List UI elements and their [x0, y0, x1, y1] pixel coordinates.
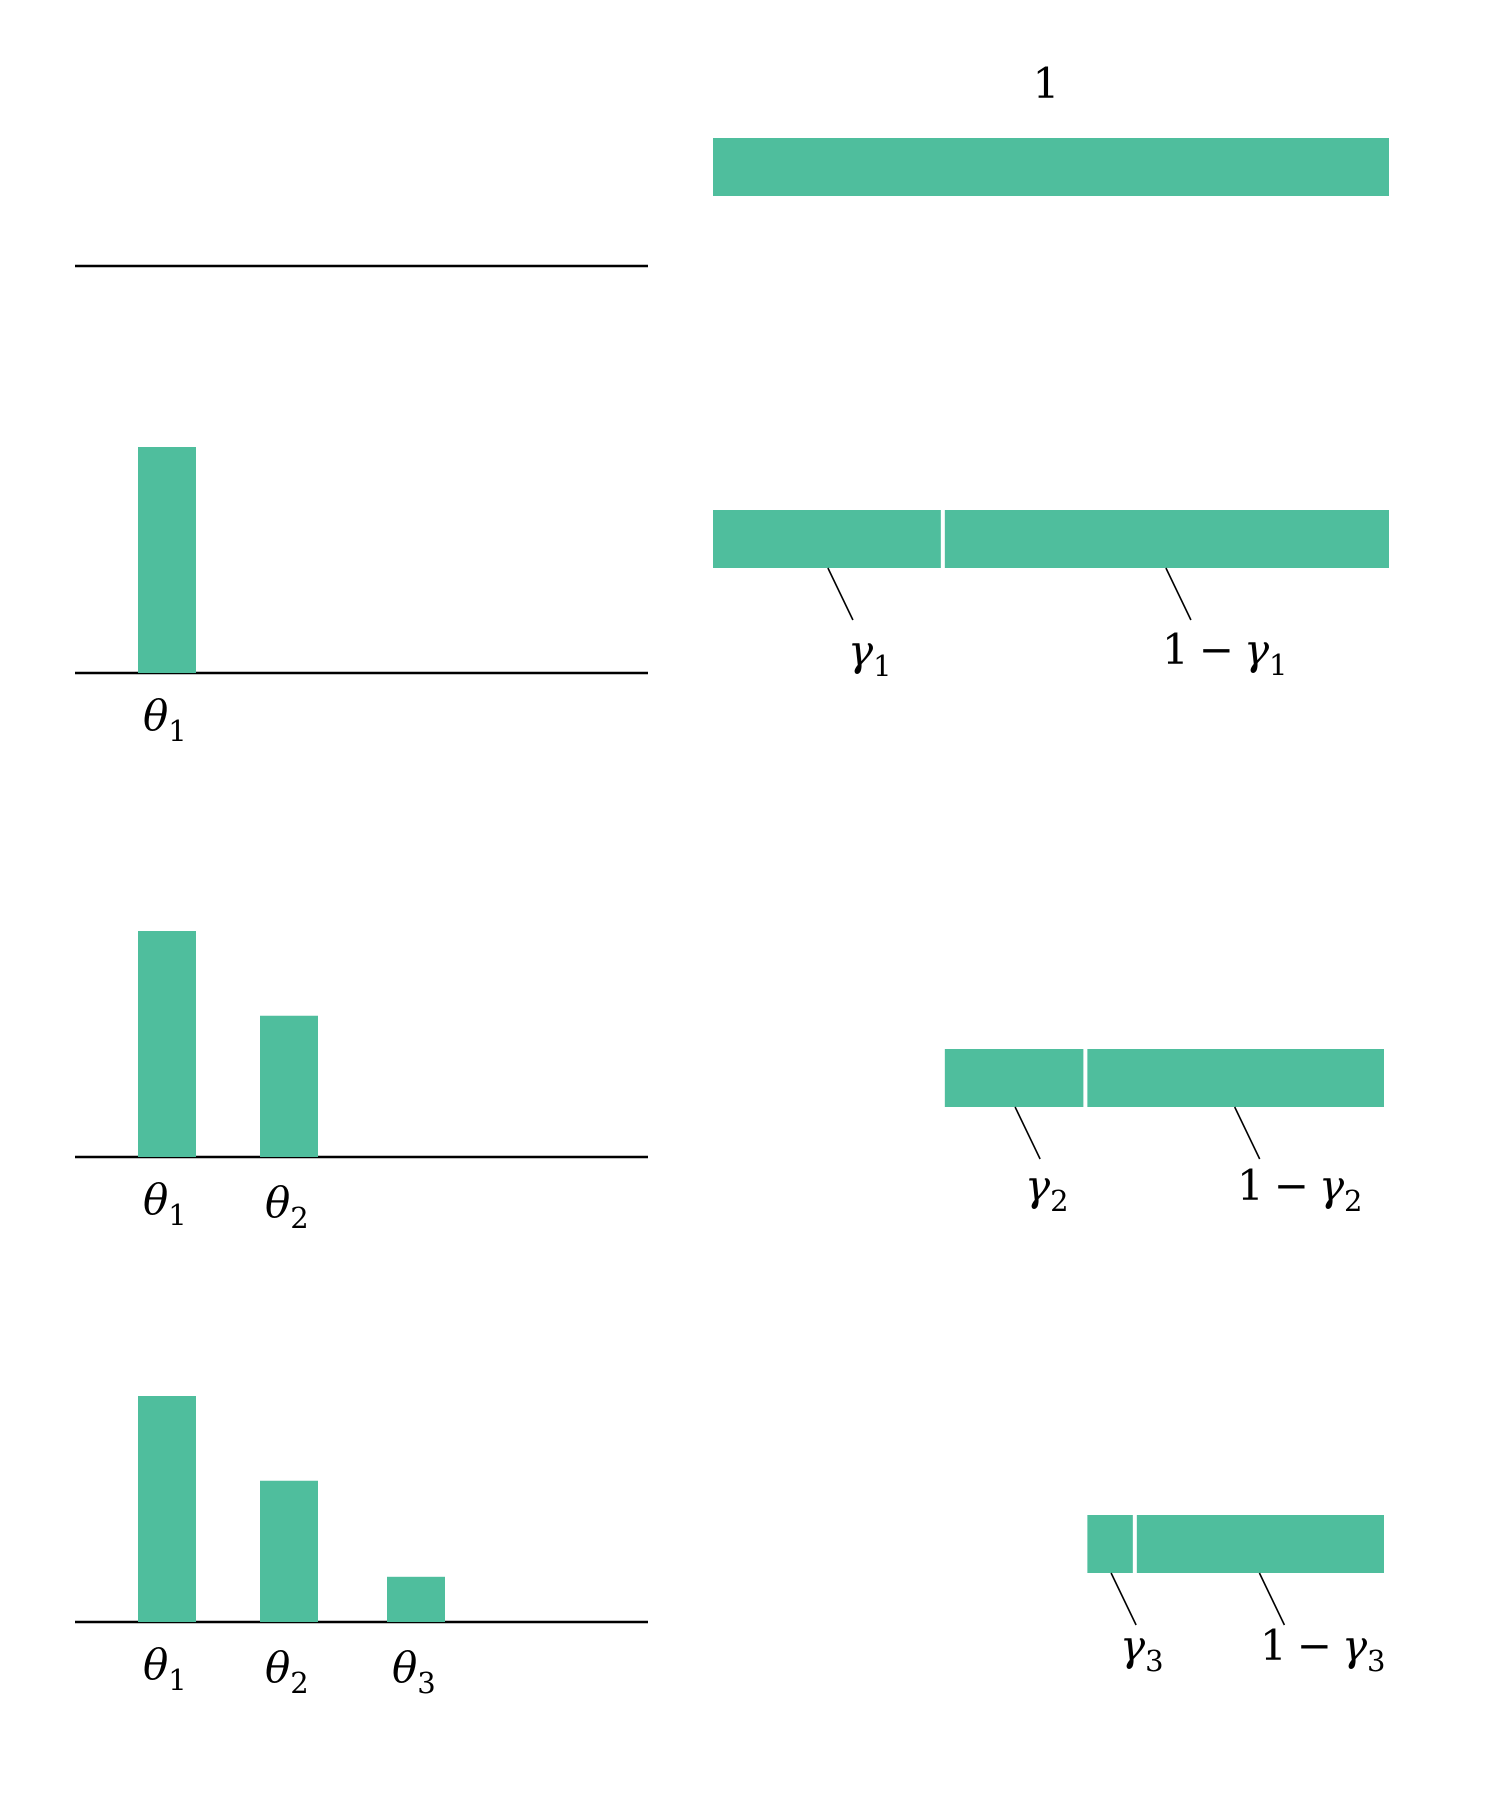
stick-level-3: γ3 1− γ3: [1087, 1515, 1386, 1678]
histogram-bar-theta-1: [138, 931, 196, 1157]
leader-line-remainder-1: [1165, 567, 1192, 621]
stick-segment-remainder-2: [1087, 1049, 1384, 1107]
theta-label-1: θ1: [143, 1175, 187, 1232]
stick-level-1: γ1 1− γ1: [713, 510, 1389, 683]
unit-stick-label: 1: [1033, 59, 1060, 108]
stick-segment-gamma-2: [944, 1049, 1084, 1107]
gamma-label-2: γ2: [1025, 1161, 1069, 1218]
leader-line-gamma-2: [1014, 1106, 1041, 1160]
theta-label-3: θ3: [392, 1643, 436, 1700]
stick-segment-remainder-1: [944, 510, 1389, 568]
theta-label-1: θ1: [143, 1640, 187, 1697]
remainder-label-1: 1− γ1: [1162, 625, 1288, 682]
stick-segment-gamma-1: [713, 510, 941, 568]
stick-level-2: γ2 1− γ2: [944, 1049, 1384, 1218]
histogram-bar-theta-2: [260, 1015, 318, 1157]
unit-stick: [713, 138, 1389, 196]
theta-label-1: θ1: [143, 691, 187, 748]
leader-line-gamma-1: [827, 567, 854, 621]
stick-level-0: 1: [713, 59, 1389, 196]
leader-line-remainder-3: [1258, 1572, 1286, 1626]
theta-label-2: θ2: [265, 1178, 309, 1235]
histogram-panel-1: θ1: [75, 447, 648, 748]
gamma-label-3: γ3: [1120, 1621, 1164, 1678]
leader-line-remainder-2: [1233, 1106, 1261, 1160]
histogram-panel-3: θ1 θ2 θ3: [75, 1396, 648, 1700]
remainder-label-2: 1− γ2: [1237, 1161, 1363, 1218]
stick-segment-remainder-3: [1136, 1515, 1384, 1573]
theta-label-2: θ2: [265, 1643, 309, 1700]
leader-line-gamma-3: [1110, 1572, 1137, 1626]
stick-segment-gamma-3: [1087, 1515, 1133, 1573]
histogram-bar-theta-2: [260, 1480, 318, 1622]
histogram-bar-theta-1: [138, 447, 196, 673]
gamma-label-1: γ1: [848, 626, 892, 683]
histogram-bar-theta-3: [387, 1576, 445, 1622]
remainder-label-3: 1− γ3: [1260, 1621, 1386, 1678]
histogram-bar-theta-1: [138, 1396, 196, 1622]
histogram-panel-2: θ1 θ2: [75, 931, 648, 1235]
